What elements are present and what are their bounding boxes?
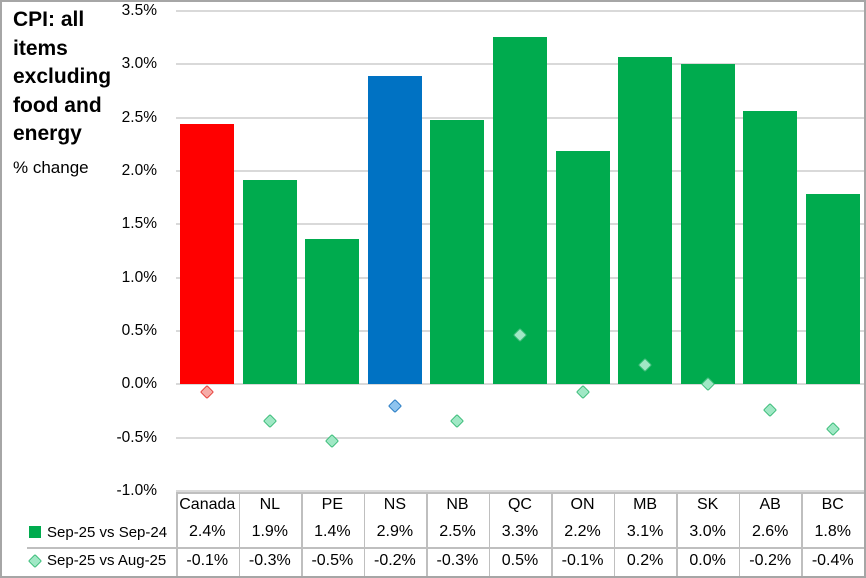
table-cell-pe-row1: 1.4% [314,523,351,540]
marker-nb [450,413,465,428]
table-cell-canada-row2: -0.1% [186,552,229,569]
marker-ns [387,398,402,413]
legend-label-series-1: Sep-25 vs Sep-24 [47,524,168,541]
legend-marker-diamond-icon [27,553,43,569]
table-column-border [426,492,428,576]
table-cell-pe-row2: -0.5% [311,552,354,569]
table-column-border [801,492,803,576]
y-axis-tick-label: 2.5% [121,108,157,126]
y-axis-tick-label: 1.0% [121,268,157,286]
marker-nl [262,413,277,428]
y-axis-tick-label: 0.5% [121,322,157,339]
table-cell-nl-row1: 1.9% [251,523,289,540]
y-axis-tick-label: 0.0% [121,375,157,393]
table-cell-on-row2: -0.1% [561,552,604,569]
gridline [176,490,864,492]
table-cell-nb-row2: -0.3% [436,552,479,569]
legend-marker-filled-square-icon [29,526,41,538]
bar-canada [180,124,235,385]
y-axis-tick-label: 1.5% [121,215,157,233]
chart-title: CPI: all items excluding food and energy [13,8,112,145]
table-header-bc: BC [821,496,844,513]
table-cell-on-row1: 2.2% [564,523,601,540]
table-cell-bc-row1: 1.8% [814,523,851,540]
y-axis-tick-label: -0.5% [116,428,158,446]
table-column-border [613,492,616,576]
table-cell-ns-row1: 2.9% [376,523,414,540]
marker-bc [825,422,840,437]
bar-sk [680,64,735,385]
table-cell-ab-row1: 2.6% [751,523,789,540]
y-axis-tick-label: 3.5% [121,2,157,19]
gridline [176,10,864,12]
table-header-qc: QC [507,496,532,513]
bar-ns [367,76,422,385]
y-axis-tick-label: 2.0% [121,162,157,179]
bar-pe [305,239,360,385]
table-cell-canada-row1: 2.4% [189,523,226,540]
bar-nb [430,119,485,385]
table-column-border [301,492,303,576]
table-cell-mb-row2: 0.2% [626,552,664,569]
table-column-border [488,492,491,576]
gridline [176,436,864,439]
marker-canada [200,384,215,399]
table-cell-qc-row2: 0.5% [501,552,539,569]
table-cell-qc-row1: 3.3% [501,523,539,540]
table-cell-nl-row2: -0.3% [248,552,291,569]
table-cell-bc-row2: -0.4% [811,552,854,569]
table-header-nb: NB [446,496,469,513]
table-top-border [176,492,864,494]
table-cell-mb-row1: 3.1% [626,523,664,540]
table-cell-sk-row1: 3.0% [689,523,726,540]
table-header-nl: NL [259,496,281,513]
bar-nl [242,179,297,385]
table-column-border [363,492,366,576]
marker-on [575,384,590,399]
bar-mb [618,56,673,385]
table-column-border [176,492,178,576]
table-header-ns: NS [383,496,406,513]
chart-subtitle: % change [13,158,89,177]
bar-bc [805,194,860,385]
y-axis-tick-label: 3.0% [121,55,157,73]
table-cell-sk-row2: 0.0% [689,552,726,569]
bar-qc [493,36,547,385]
table-cell-ab-row2: -0.2% [749,552,792,569]
table-column-border [551,492,553,576]
table-cell-nb-row1: 2.5% [439,523,476,540]
table-column-border [738,492,741,576]
bar-on [555,150,610,385]
table-header-on: ON [570,496,595,513]
bar-ab [743,111,798,385]
legend-label-series-2: Sep-25 vs Aug-25 [47,552,167,569]
table-header-pe: PE [321,496,344,513]
y-axis-tick-label: -1.0% [116,482,158,499]
gridline [176,383,864,386]
marker-ab [763,402,778,417]
table-header-mb: MB [633,496,658,513]
table-column-border [238,492,241,576]
table-cell-ns-row2: -0.2% [373,552,416,569]
table-header-ab: AB [759,496,781,513]
table-row-separator [27,547,864,549]
table-header-sk: SK [696,496,719,513]
table-header-canada: Canada [179,496,236,513]
table-column-border [676,492,678,576]
